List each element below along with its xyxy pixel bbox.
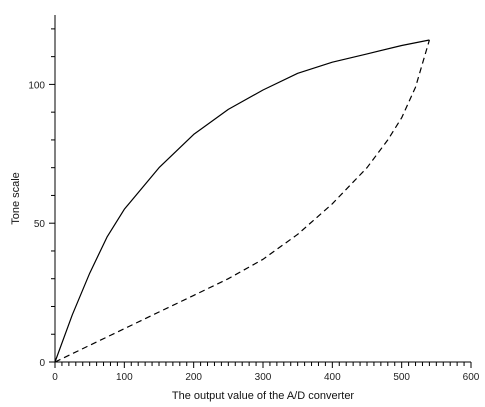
solid-curve: [54, 39, 430, 363]
x-tick-label: 0: [52, 372, 58, 383]
x-tick-label: 100: [116, 372, 133, 383]
series-lines: [54, 39, 430, 363]
ticks: 0 100 200 300 400 500 600 0 50 100: [28, 28, 480, 383]
x-tick-label: 500: [393, 372, 410, 383]
dashed-curve: [54, 39, 430, 363]
y-axis-label: Tone scale: [10, 172, 22, 225]
y-tick-label: 50: [34, 219, 46, 230]
x-tick-label: 400: [324, 372, 341, 383]
axes: [54, 15, 471, 363]
y-tick-label: 100: [28, 80, 45, 91]
x-tick-label: 200: [185, 372, 202, 383]
x-tick-label: 300: [255, 372, 272, 383]
y-tick-label: 0: [39, 358, 45, 369]
x-tick-label: 600: [463, 372, 480, 383]
x-axis-label: The output value of the A/D converter: [172, 390, 355, 402]
